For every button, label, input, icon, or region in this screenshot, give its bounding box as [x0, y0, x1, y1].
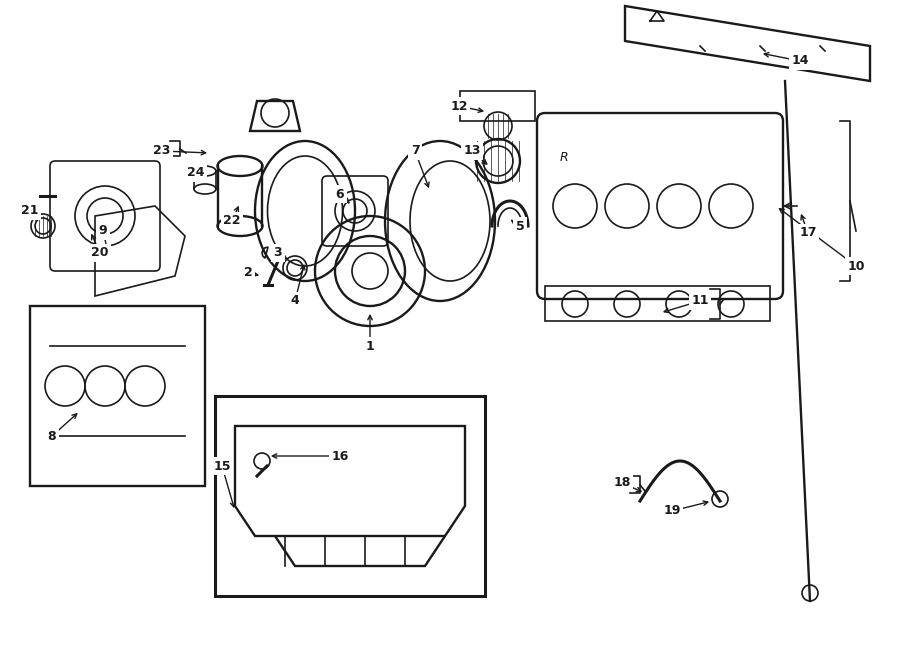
Text: 4: 4: [291, 295, 300, 307]
Text: 2: 2: [244, 266, 252, 280]
Text: 22: 22: [223, 215, 241, 227]
Text: 17: 17: [799, 227, 817, 239]
Text: 6: 6: [336, 188, 345, 200]
Text: 19: 19: [663, 504, 680, 518]
Text: 15: 15: [213, 459, 230, 473]
Text: 1: 1: [365, 340, 374, 352]
Bar: [30, 306, 205, 486]
Text: 10: 10: [847, 260, 865, 272]
Text: 16: 16: [331, 449, 348, 463]
Text: 9: 9: [99, 225, 107, 237]
Text: 18: 18: [613, 477, 631, 490]
Text: 13: 13: [464, 145, 481, 157]
Text: 14: 14: [791, 54, 809, 67]
Text: 7: 7: [410, 145, 419, 157]
Bar: [545, 286, 770, 321]
Text: 8: 8: [48, 430, 57, 442]
Bar: [460, 91, 535, 121]
Bar: [215, 396, 485, 596]
Text: 23: 23: [153, 145, 171, 157]
Text: 11: 11: [691, 295, 709, 307]
Text: 12: 12: [450, 100, 468, 112]
Text: R: R: [560, 151, 569, 164]
Text: 3: 3: [274, 247, 283, 260]
Text: 21: 21: [22, 204, 39, 217]
Text: 20: 20: [91, 247, 109, 260]
Text: 5: 5: [516, 219, 525, 233]
Text: 24: 24: [187, 167, 205, 180]
